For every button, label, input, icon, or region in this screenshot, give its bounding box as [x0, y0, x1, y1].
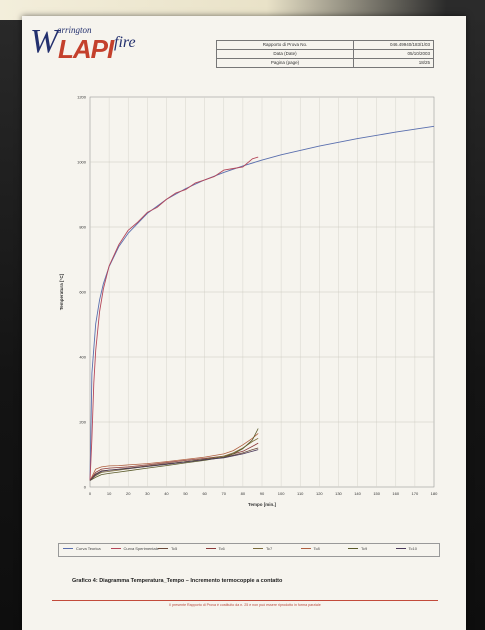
footer-note: Il presente Rapporto di Prova è costitui…: [169, 603, 321, 607]
legend-swatch: [253, 548, 263, 550]
legend-item-tc5: Tc5: [158, 546, 177, 554]
warrington-lapi-fire-logo: W arrington LAPI fire: [30, 22, 150, 70]
legend-label: Tc8: [313, 546, 320, 551]
logo-lapi: LAPI: [58, 34, 114, 64]
y-tick-label: 800: [79, 225, 86, 230]
info-row-page: Pagina (page) 18/25: [216, 58, 434, 68]
x-tick-label: 70: [222, 491, 227, 496]
y-tick-label: 0: [84, 485, 87, 490]
legend-item-tc10: Tc10: [395, 546, 417, 554]
x-tick-label: 160: [392, 491, 399, 496]
legend-swatch: [205, 548, 216, 550]
chart-legend: Curva Teorica Curva Sperimentale Tc5 Tc6 Tc7…: [58, 543, 440, 557]
x-axis-label: Tempo [min.]: [248, 502, 276, 507]
legend-item-tc7: Tc7: [253, 546, 272, 554]
legend-swatch: [110, 548, 121, 550]
y-tick-label: 1200: [77, 95, 87, 100]
report-info-table: Rapporto di Prova No. 046.49940/183/1/03…: [216, 40, 434, 68]
photo-background-top: [0, 0, 485, 20]
legend-item-tc6: Tc6: [205, 546, 225, 554]
logo-warrington: arrington: [57, 25, 92, 35]
footer-divider: [52, 600, 438, 601]
x-tick-label: 80: [241, 491, 246, 496]
info-value: 18/25: [353, 58, 434, 68]
legend-label: Tc9: [361, 546, 368, 551]
legend-item-tc9: Tc9: [348, 546, 367, 554]
x-tick-label: 180: [431, 491, 438, 496]
x-tick-label: 20: [126, 491, 131, 496]
logo-fire: fire: [114, 34, 136, 51]
x-tick-label: 140: [354, 491, 361, 496]
y-tick-label: 1000: [77, 160, 87, 165]
legend-label: Curva Teorica: [76, 546, 101, 551]
x-tick-label: 60: [202, 491, 207, 496]
legend-swatch: [158, 548, 168, 550]
x-tick-label: 120: [316, 491, 323, 496]
x-tick-label: 10: [107, 491, 112, 496]
y-tick-label: 200: [79, 420, 86, 425]
x-tick-label: 100: [278, 491, 285, 496]
x-tick-label: 40: [164, 491, 169, 496]
y-tick-label: 400: [79, 355, 86, 360]
legend-label: Tc7: [266, 546, 273, 551]
legend-label: Curva Sperimentale: [123, 546, 159, 551]
y-axis-label: Temperatura [°C]: [59, 273, 64, 310]
legend-label: Tc10: [408, 546, 417, 551]
legend-swatch: [63, 548, 73, 550]
chart-caption: Grafico 4: Diagramma Temperatura_Tempo –…: [72, 578, 283, 584]
legend-item-tc8: Tc8: [300, 546, 320, 554]
x-tick-label: 90: [260, 491, 265, 496]
x-tick-label: 110: [297, 491, 304, 496]
series-line-tc10: [89, 449, 259, 481]
series-line-curva-sperimentale: [89, 156, 259, 481]
legend-item-curva-sperimentale: Curva Sperimentale: [110, 546, 159, 554]
series-line-tc7: [89, 437, 259, 481]
x-tick-label: 130: [335, 491, 342, 496]
logo-w: W: [30, 23, 59, 60]
series-line-tc6: [89, 442, 259, 481]
legend-label: Tc6: [218, 546, 225, 551]
legend-item-curva-teorica: Curva Teorica: [63, 546, 101, 554]
series-line-curva-teorica: [89, 125, 435, 481]
x-tick-label: 170: [412, 491, 419, 496]
x-tick-label: 50: [183, 491, 188, 496]
series-line-tc8: [89, 433, 259, 481]
legend-swatch: [300, 548, 311, 550]
x-tick-label: 0: [89, 491, 92, 496]
series-line-tc9: [89, 428, 259, 481]
y-tick-label: 600: [79, 290, 86, 295]
x-tick-label: 150: [373, 491, 380, 496]
legend-swatch: [395, 548, 406, 550]
x-tick-label: 30: [145, 491, 150, 496]
legend-swatch: [348, 548, 358, 550]
legend-label: Tc5: [171, 546, 178, 551]
